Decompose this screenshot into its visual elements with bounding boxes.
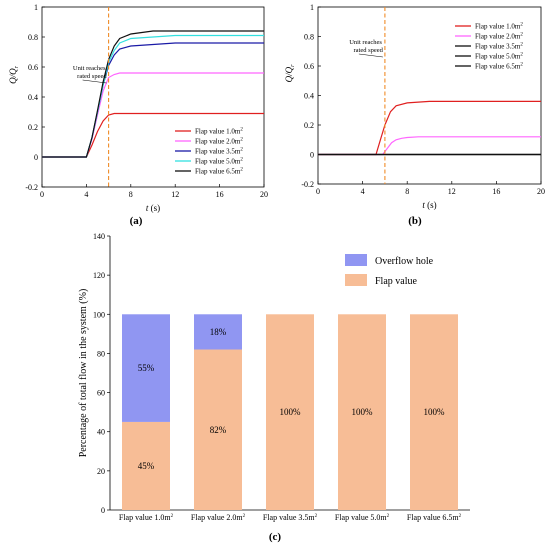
series-line-5	[42, 30, 264, 158]
y-axis-label: Q/Qr	[284, 64, 296, 83]
bar-overflow-2	[194, 314, 242, 350]
bar-data-label: 82%	[210, 425, 227, 435]
y-tick-label: 0.8	[304, 33, 314, 42]
chart-b: 0 4 8 12 16 20-0.200.20.40.60.81t (s)Q/QrUnit…	[284, 3, 545, 227]
x-tick-label: 4	[84, 190, 88, 199]
legend-label-1: Flap value 1.0m2	[195, 128, 243, 136]
bar-data-label: 100%	[280, 407, 302, 417]
bar-flap-2	[194, 349, 242, 510]
legend-label-5: Flap value 6.5m2	[195, 168, 243, 176]
legend-label-2: Flap value 2.0m2	[195, 138, 243, 146]
y-tick-label: 1	[310, 3, 314, 12]
bar-data-label: 45%	[138, 461, 155, 471]
chart-a: 0 4 8 12 16 20-0.200.20.40.60.81t (s)Q/Qr Unit…	[8, 3, 268, 227]
x-tick-label: 4	[361, 187, 365, 196]
y-axis-label: Q/Qr	[8, 65, 20, 84]
legend-label-2: Flap value	[375, 276, 417, 287]
y-tick-label: 0	[101, 506, 105, 515]
series-line-1	[318, 100, 541, 156]
y-tick-label: 0.8	[28, 33, 38, 42]
y-tick-label: 100	[93, 310, 105, 319]
bar-flap-3	[266, 314, 314, 510]
y-tick-label: 0.6	[304, 62, 314, 71]
series-line-1	[42, 112, 264, 158]
legend-label-4: Flap value 5.0m2	[475, 53, 523, 61]
x-tick-label-2: Flap value 2.0m2	[191, 513, 246, 522]
y-tick-label: 0.4	[304, 92, 314, 101]
x-tick-label: 16	[216, 190, 224, 199]
y-tick-label: 0.4	[28, 93, 38, 102]
legend-label-3: Flap value 3.5m2	[195, 148, 243, 156]
legend-label-2: Flap value 2.0m2	[475, 33, 523, 41]
y-axis-label: Percentage of total flow in the system (…	[78, 289, 89, 458]
x-tick-label: 0	[316, 187, 320, 196]
legend-label-5: Flap value 6.5m2	[475, 63, 523, 71]
legend-label-4: Flap value 5.0m2	[195, 158, 243, 166]
panel-label: (c)	[269, 531, 282, 543]
legend-label-3: Flap value 3.5m2	[475, 43, 523, 51]
y-tick-label: 0	[34, 153, 38, 162]
y-tick-label: -0.2	[301, 180, 314, 189]
bar-flap-5	[410, 314, 458, 510]
x-tick-label: 0	[40, 190, 44, 199]
x-axis-label: t (s)	[146, 203, 160, 213]
legend-swatch-2	[345, 274, 367, 286]
legend-label-1: Flap value 1.0m2	[475, 23, 523, 31]
bar-flap-1	[122, 421, 170, 510]
x-tick-label: 20	[260, 190, 268, 199]
panel-label: (a)	[130, 215, 143, 227]
y-tick-label: 80	[97, 349, 105, 358]
y-tick-label: 140	[93, 232, 105, 241]
x-tick-label: 20	[537, 187, 545, 196]
bar-flap-4	[338, 314, 386, 510]
bar-data-label: 100%	[352, 407, 374, 417]
annotation-line-1: Unit reaches	[349, 39, 382, 46]
series-line-2	[318, 136, 541, 156]
bar-overflow-1	[122, 314, 170, 422]
annotation-arrow	[358, 53, 383, 58]
y-tick-label: 0.2	[304, 121, 314, 130]
annotation-line-1: Unit reaches	[73, 65, 106, 72]
y-tick-label: 0	[310, 151, 314, 160]
y-tick-label: 1	[34, 3, 38, 12]
x-tick-label: 12	[171, 190, 179, 199]
bar-data-label: 18%	[210, 327, 227, 337]
panel-label: (b)	[408, 215, 422, 227]
x-tick-label: 12	[448, 187, 456, 196]
y-tick-label: 0.6	[28, 63, 38, 72]
x-tick-label: 8	[405, 187, 409, 196]
y-tick-label: 60	[97, 389, 105, 398]
x-tick-label-3: Flap value 3.5m2	[263, 513, 318, 522]
legend-label-1: Overflow hole	[375, 256, 434, 267]
annotation-line-2: rated speed	[353, 47, 383, 54]
annotation-line-2: rated speed	[77, 73, 107, 80]
x-tick-label: 8	[129, 190, 133, 199]
legend-swatch-1	[345, 254, 367, 266]
x-tick-label-5: Flap value 6.5m2	[407, 513, 462, 522]
y-tick-label: -0.2	[25, 183, 38, 192]
y-tick-label: 40	[97, 428, 105, 437]
bar-data-label: 55%	[138, 363, 155, 373]
x-tick-label: 16	[492, 187, 500, 196]
bar-data-label: 100%	[424, 407, 446, 417]
chart-c: 0 20 40 60 80 100 120 140 Percentage of total fl…	[78, 232, 470, 543]
x-tick-label-1: Flap value 1.0m2	[119, 513, 174, 522]
x-tick-label-4: Flap value 5.0m2	[335, 513, 390, 522]
y-tick-label: 120	[93, 271, 105, 280]
annotation-arrow	[82, 79, 107, 84]
x-axis-label: t (s)	[422, 200, 436, 210]
y-tick-label: 20	[97, 467, 105, 476]
y-tick-label: 0.2	[28, 123, 38, 132]
